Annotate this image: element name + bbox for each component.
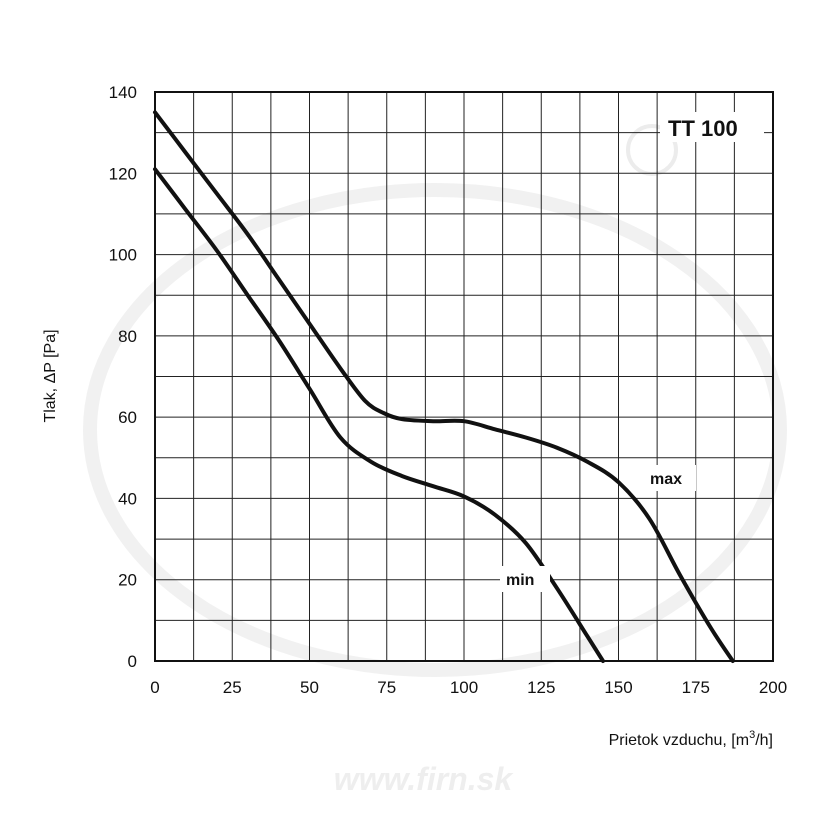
chart-title: TT 100 <box>668 116 738 141</box>
curves <box>153 110 735 663</box>
y-tick-labels: 0 20 40 60 80 100 120 140 <box>109 83 137 671</box>
watermark-url: www.firn.sk <box>334 761 515 797</box>
watermark-registered-icon <box>626 124 678 176</box>
x-axis-title-main: Prietok vzduchu, [m <box>609 732 750 749</box>
y-tick-label: 80 <box>118 327 137 346</box>
x-tick-label: 25 <box>223 678 242 697</box>
x-tick-labels: 0 25 50 75 100 125 150 175 200 <box>150 678 787 697</box>
y-tick-label: 20 <box>118 571 137 590</box>
series-label-min: min <box>506 572 534 589</box>
y-tick-label: 40 <box>118 489 137 508</box>
x-tick-label: 50 <box>300 678 319 697</box>
y-axis-title: Tlak, ΔP [Pa] <box>42 329 59 422</box>
x-axis-title-sup: 3 <box>749 729 755 741</box>
series-label-max: max <box>650 471 682 488</box>
x-tick-label: 125 <box>527 678 555 697</box>
curve-max <box>153 110 735 663</box>
x-tick-label: 75 <box>377 678 396 697</box>
watermark-logo <box>83 183 787 677</box>
x-tick-label: 175 <box>682 678 710 697</box>
y-tick-label: 60 <box>118 408 137 427</box>
plot-frame <box>154 91 774 662</box>
x-tick-label: 150 <box>604 678 632 697</box>
curve-min <box>153 167 605 663</box>
y-tick-label: 140 <box>109 83 137 102</box>
x-tick-label: 100 <box>450 678 478 697</box>
min-label-backdrop <box>500 566 550 592</box>
max-label-backdrop <box>644 465 696 491</box>
x-axis-title: Prietok vzduchu, [m3/h] <box>609 729 773 749</box>
y-tick-label: 100 <box>109 246 137 265</box>
y-tick-label: 120 <box>109 164 137 183</box>
x-tick-label: 0 <box>150 678 159 697</box>
y-tick-label: 0 <box>128 652 137 671</box>
x-tick-label: 200 <box>759 678 787 697</box>
x-axis-title-tail: /h] <box>755 732 773 749</box>
title-backdrop <box>660 112 764 142</box>
